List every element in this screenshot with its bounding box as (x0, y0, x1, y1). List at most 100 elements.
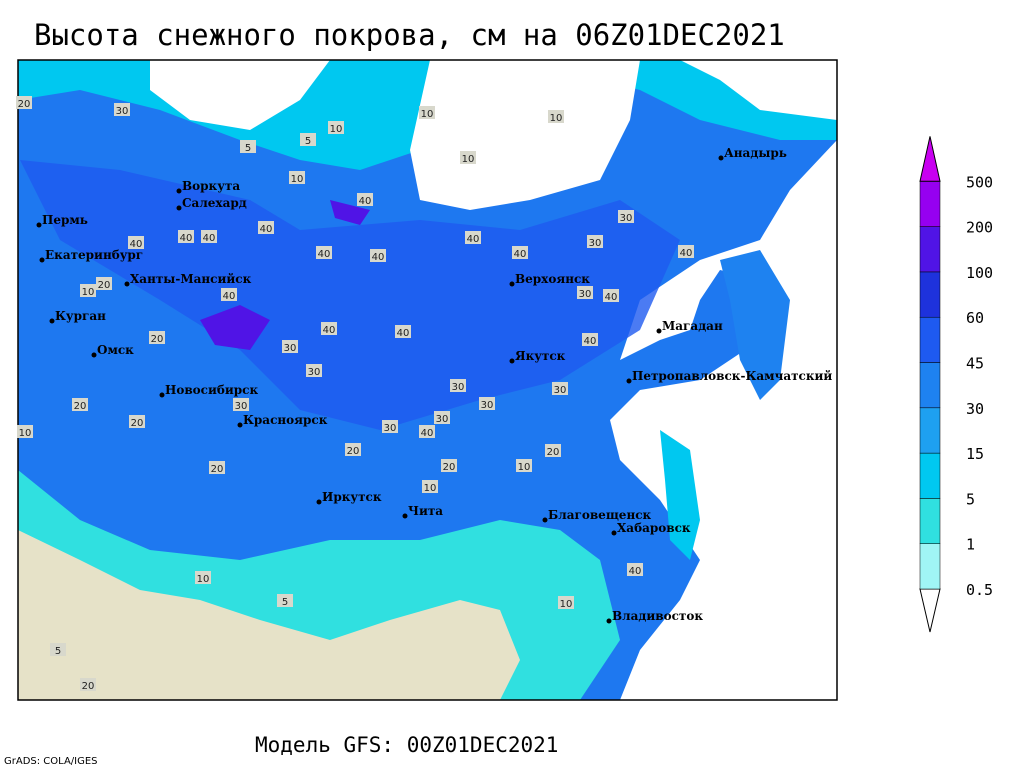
legend-label: 500 (966, 173, 993, 191)
city-dot (402, 513, 408, 519)
city-dot (36, 222, 42, 228)
contour-label-bg (233, 398, 249, 411)
legend-label: 200 (966, 219, 993, 237)
contour-label-bg (128, 236, 144, 249)
legend-swatch (919, 226, 941, 273)
legend-swatch (919, 543, 941, 590)
contour-label: 40 (397, 328, 410, 339)
city-dot (611, 530, 617, 536)
contour-label: 10 (82, 287, 95, 298)
contour-label: 30 (308, 367, 321, 378)
contour-label-bg (450, 379, 466, 392)
city-dot (316, 499, 322, 505)
city-dot (718, 155, 724, 161)
city-dot (509, 281, 515, 287)
contour-label: 10 (291, 174, 304, 185)
contour-label: 30 (235, 401, 248, 412)
legend-label: 60 (966, 309, 984, 327)
contour-label: 20 (547, 447, 560, 458)
cities: Воркута Салехард Пермь Екатеринбург Ханты-Ма… (36, 146, 832, 624)
contour-label: 20 (151, 334, 164, 345)
contour-label: 5 (55, 646, 61, 657)
contour-label-bg (16, 96, 32, 109)
contour-label-bg (422, 480, 438, 493)
contour-label-bg (345, 443, 361, 456)
contour-label: 30 (284, 343, 297, 354)
city-label: Ханты-Мансийск (130, 272, 252, 286)
contour-label-bg (289, 171, 305, 184)
title: Высота снежного покрова, см на 06Z01DEC2… (34, 18, 785, 52)
city-dot (124, 281, 130, 287)
city-dot (49, 318, 55, 324)
city-label: Благовещенск (548, 508, 652, 522)
contour-label: 5 (305, 136, 311, 147)
kamchatka (720, 250, 790, 400)
contour-label-bg (577, 286, 593, 299)
contour-label-bg (419, 425, 435, 438)
contour-label-bg (209, 461, 225, 474)
contour-label-bg (516, 459, 532, 472)
contour-label: 10 (550, 113, 563, 124)
city-dot (39, 257, 45, 263)
contour-label: 10 (518, 462, 531, 473)
contour-label-bg (321, 322, 337, 335)
contour-label-bg (277, 594, 293, 607)
legend-label: 5 (966, 490, 975, 508)
contour-label: 20 (347, 446, 360, 457)
contour-label-bg (201, 230, 217, 243)
contour-label: 40 (584, 336, 597, 347)
contour-label: 20 (211, 464, 224, 475)
contour-label: 5 (282, 597, 288, 608)
contour-label: 40 (223, 291, 236, 302)
contour-label: 20 (74, 401, 87, 412)
contour-label: 30 (554, 385, 567, 396)
contour-label-bg (382, 420, 398, 433)
contour-label-bg (545, 444, 561, 457)
contour-label-bg (195, 571, 211, 584)
city-label: Омск (97, 343, 134, 357)
contour-label: 20 (18, 99, 31, 110)
contour-label-bg (80, 678, 96, 691)
city-dot (542, 517, 548, 523)
contour-label: 10 (560, 599, 573, 610)
legend-label: 100 (966, 264, 993, 282)
contour-label: 30 (116, 106, 129, 117)
contour-label-bg (96, 277, 112, 290)
contour-label: 40 (372, 252, 385, 263)
contour-label-bg (300, 133, 316, 146)
contour-label-bg (306, 364, 322, 377)
city-dot (237, 422, 243, 428)
contour-label-bg (72, 398, 88, 411)
contour-label-bg (316, 246, 332, 259)
legend-low (919, 588, 941, 633)
city-dot (656, 328, 662, 334)
contour-label-bg (370, 249, 386, 262)
contour-label-bg (582, 333, 598, 346)
contour-label: 20 (443, 462, 456, 473)
legend-high (919, 136, 941, 182)
city-dot (606, 618, 612, 624)
legend-label: 30 (966, 400, 984, 418)
contour-label-bg (434, 411, 450, 424)
legend-swatch (919, 271, 941, 318)
contour-label: 40 (421, 428, 434, 439)
city-label: Петропавловск-Камчатский (632, 369, 832, 383)
contour-label-bg (548, 110, 564, 123)
contour-label-bg (17, 425, 33, 438)
contour-label-bg (552, 382, 568, 395)
city-dot (176, 205, 182, 211)
contour-label: 30 (620, 213, 633, 224)
contour-label-bg (80, 284, 96, 297)
contour-label: 40 (680, 248, 693, 259)
pacific (610, 140, 837, 700)
contour-label: 30 (481, 400, 494, 411)
contour-label-bg (258, 221, 274, 234)
contour-label: 20 (131, 418, 144, 429)
city-label: Салехард (182, 196, 247, 210)
contour-label-bg (558, 596, 574, 609)
contour-label: 30 (452, 382, 465, 393)
contour-label-bg (465, 231, 481, 244)
sakhalin (660, 430, 700, 560)
